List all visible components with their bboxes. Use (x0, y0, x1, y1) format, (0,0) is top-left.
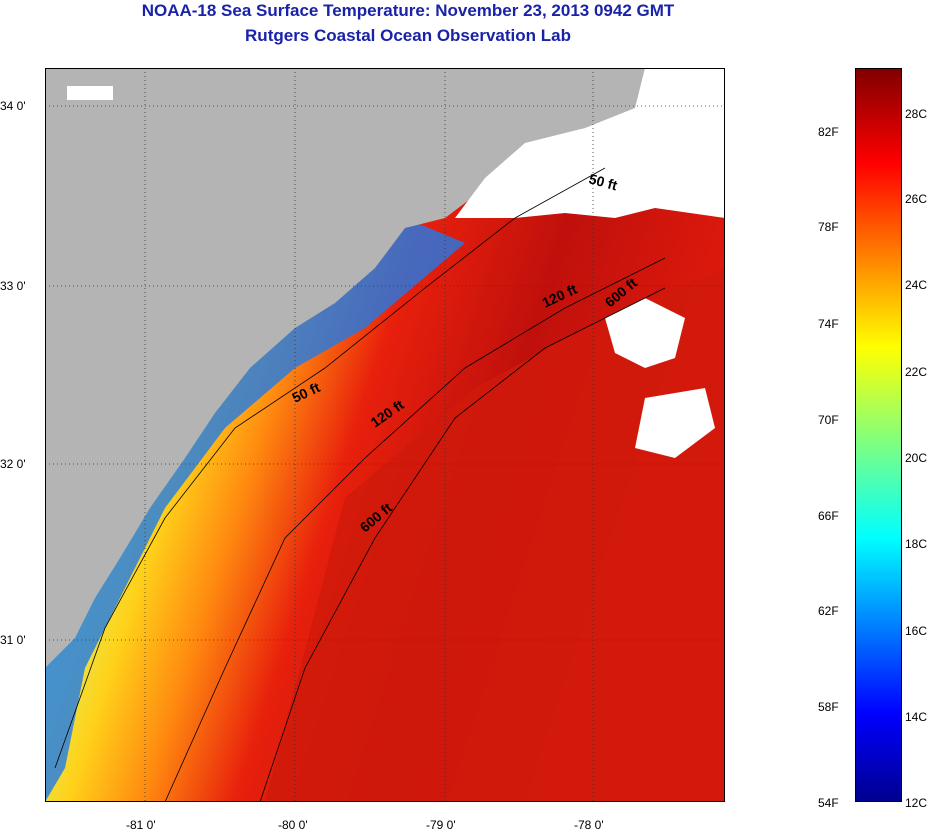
cloud-region-north (455, 68, 725, 218)
colorbar-f-label: 62F (818, 604, 839, 618)
cloud-patch-inland (67, 86, 113, 100)
isobath-50ft (54, 167, 606, 769)
isobath-600ft (259, 287, 666, 802)
lon-tick-label: -81 0' (126, 818, 156, 832)
map-frame (45, 68, 725, 802)
cloud-patch-southeast (635, 388, 715, 458)
colorbar-f-label: 74F (818, 317, 839, 331)
colorbar-c-label: 12C (905, 796, 928, 810)
colorbar-f-label: 82F (818, 125, 839, 139)
isobath-label: 50 ft (587, 170, 619, 193)
colorbar-c-label: 22C (905, 365, 928, 379)
map-subtitle: Rutgers Coastal Ocean Observation Lab (245, 26, 571, 45)
lon-tick-label: -79 0' (426, 818, 456, 832)
lat-tick-label: 32 0' (0, 457, 26, 471)
colorbar-c-label: 28C (905, 107, 928, 121)
colorbar (855, 68, 902, 802)
colorbar-c-label: 14C (905, 710, 928, 724)
colorbar-c-label: 18C (905, 537, 928, 551)
gulf-stream-region (265, 268, 725, 802)
land-area (45, 68, 665, 668)
lat-tick-label: 34 0' (0, 99, 26, 113)
colorbar-f-label: 70F (818, 413, 839, 427)
lat-tick-label: 33 0' (0, 279, 26, 293)
colorbar-f-label: 78F (818, 220, 839, 234)
lon-tick-label: -78 0' (574, 818, 604, 832)
lon-tick-label: -80 0' (278, 818, 308, 832)
map-title: NOAA-18 Sea Surface Temperature: Novembe… (141, 1, 675, 20)
colorbar-f-label: 54F (818, 796, 839, 810)
colorbar-c-label: 24C (905, 278, 928, 292)
graticule (45, 68, 725, 802)
colorbar-c-label: 20C (905, 451, 928, 465)
sst-map: 50 ft 50 ft 120 ft 120 ft 600 ft 600 ft (45, 68, 725, 802)
colorbar-c-label: 26C (905, 192, 928, 206)
colorbar-c-label: 16C (905, 624, 928, 638)
colorbar-f-label: 66F (818, 509, 839, 523)
cloud-patch-east (605, 298, 685, 368)
colorbar-f-label: 58F (818, 700, 839, 714)
lat-tick-label: 31 0' (0, 633, 26, 647)
isobath-120ft (164, 257, 666, 802)
